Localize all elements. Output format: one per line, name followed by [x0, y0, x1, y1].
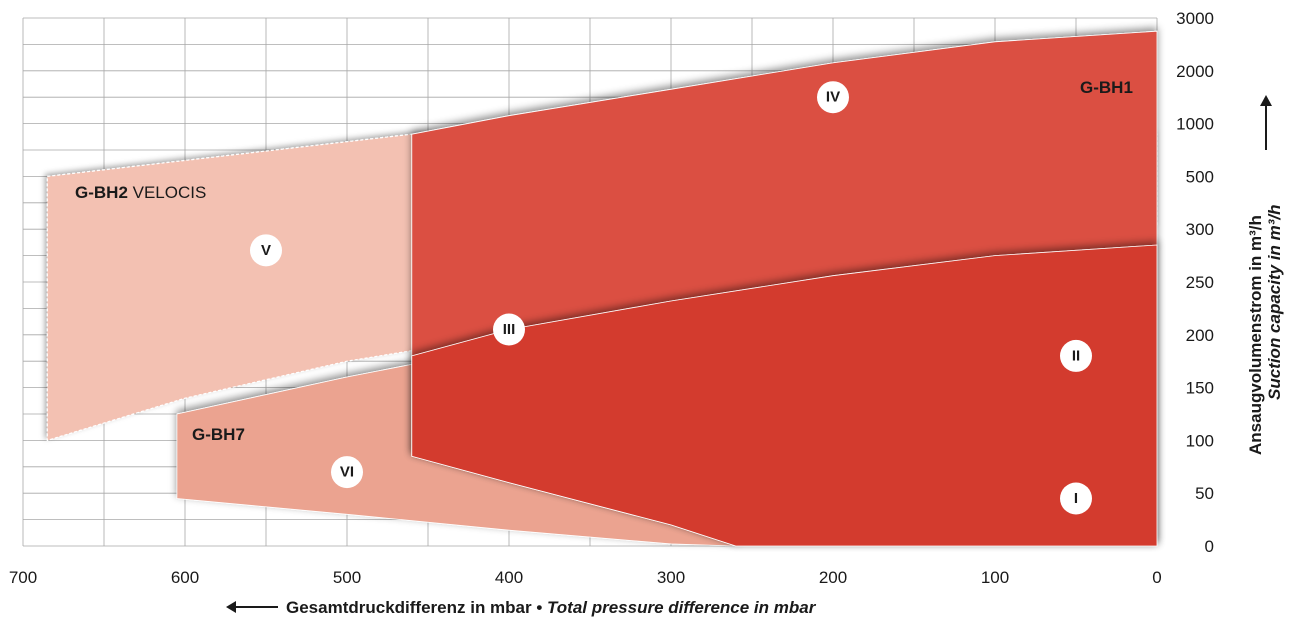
- axis-titles: Gesamtdruckdifferenz in mbar • Total pre…: [226, 95, 1284, 617]
- series-label-g-bh7: G-BH7: [192, 425, 245, 444]
- series-labels: G-BH2 VELOCIS G-BH7 G-BH1: [75, 78, 1133, 444]
- y-tick-label: 0: [1205, 537, 1214, 556]
- y-tick-label: 3000: [1176, 9, 1214, 28]
- svg-text:VI: VI: [340, 464, 354, 481]
- region-marker-vi: VI: [331, 456, 363, 489]
- y-tick-label: 300: [1186, 220, 1214, 239]
- region-inner-3: [411, 244, 1158, 547]
- y-tick-label: 2000: [1176, 62, 1214, 81]
- y-tick-label: 500: [1186, 167, 1214, 186]
- x-tick-label: 500: [333, 568, 361, 587]
- x-tick-label: 400: [495, 568, 523, 587]
- y-tick-label: 250: [1186, 273, 1214, 292]
- tick-labels: 700 600 500 400 300 200 100 0050100150200250300…: [9, 9, 1214, 587]
- y-tick-label: 150: [1186, 379, 1214, 398]
- svg-text:I: I: [1074, 490, 1078, 507]
- y-axis-title: Ansaugvolumenstrom in m³/h Suction capaci…: [1246, 95, 1284, 455]
- svg-text:Suction capacity in m³/h: Suction capacity in m³/h: [1265, 204, 1284, 400]
- arrow-left-icon: [226, 601, 236, 613]
- x-tick-label: 600: [171, 568, 199, 587]
- series-label-g-bh2-velocis: G-BH2 VELOCIS: [75, 183, 206, 202]
- svg-text:Gesamtdruckdifferenz in mbar •: Gesamtdruckdifferenz in mbar • Total pre…: [286, 598, 817, 617]
- y-tick-label: 50: [1195, 484, 1214, 503]
- svg-text:II: II: [1072, 347, 1080, 364]
- region-marker-iv: IV: [817, 81, 849, 114]
- region-marker-iii: III: [493, 313, 525, 346]
- y-tick-label: 200: [1186, 326, 1214, 345]
- x-tick-label: 300: [657, 568, 685, 587]
- x-axis-title: Gesamtdruckdifferenz in mbar • Total pre…: [226, 598, 817, 617]
- x-tick-label: 0: [1152, 568, 1161, 587]
- svg-text:Ansaugvolumenstrom in m³/h: Ansaugvolumenstrom in m³/h: [1246, 215, 1265, 455]
- region-marker-v: V: [250, 234, 282, 267]
- y-tick-label: 1000: [1176, 115, 1214, 134]
- svg-text:IV: IV: [826, 89, 840, 106]
- chart-regions: [46, 30, 1159, 547]
- x-tick-label: 700: [9, 568, 37, 587]
- svg-text:III: III: [503, 321, 516, 338]
- region-marker-i: I: [1060, 482, 1092, 515]
- region-marker-ii: II: [1060, 339, 1092, 372]
- y-tick-label: 100: [1186, 431, 1214, 450]
- x-tick-label: 200: [819, 568, 847, 587]
- svg-text:V: V: [261, 242, 271, 259]
- arrow-up-icon: [1260, 95, 1272, 106]
- x-tick-label: 100: [981, 568, 1009, 587]
- series-label-g-bh1: G-BH1: [1080, 78, 1133, 97]
